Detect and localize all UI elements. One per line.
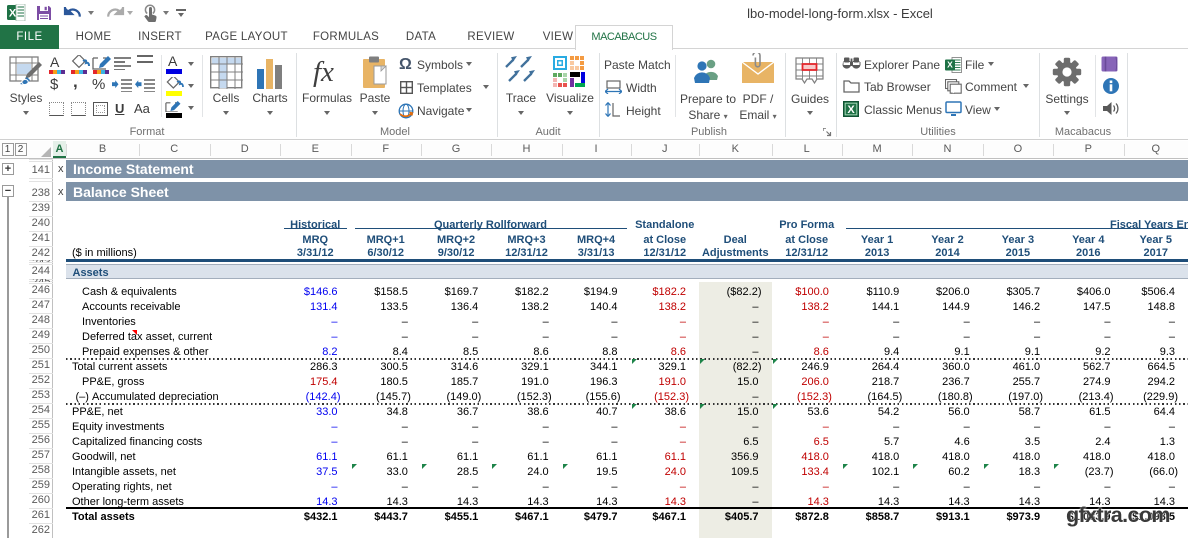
svg-text:X: X — [9, 8, 17, 20]
svg-text:X: X — [847, 104, 855, 116]
svg-text:X: X — [947, 60, 953, 70]
